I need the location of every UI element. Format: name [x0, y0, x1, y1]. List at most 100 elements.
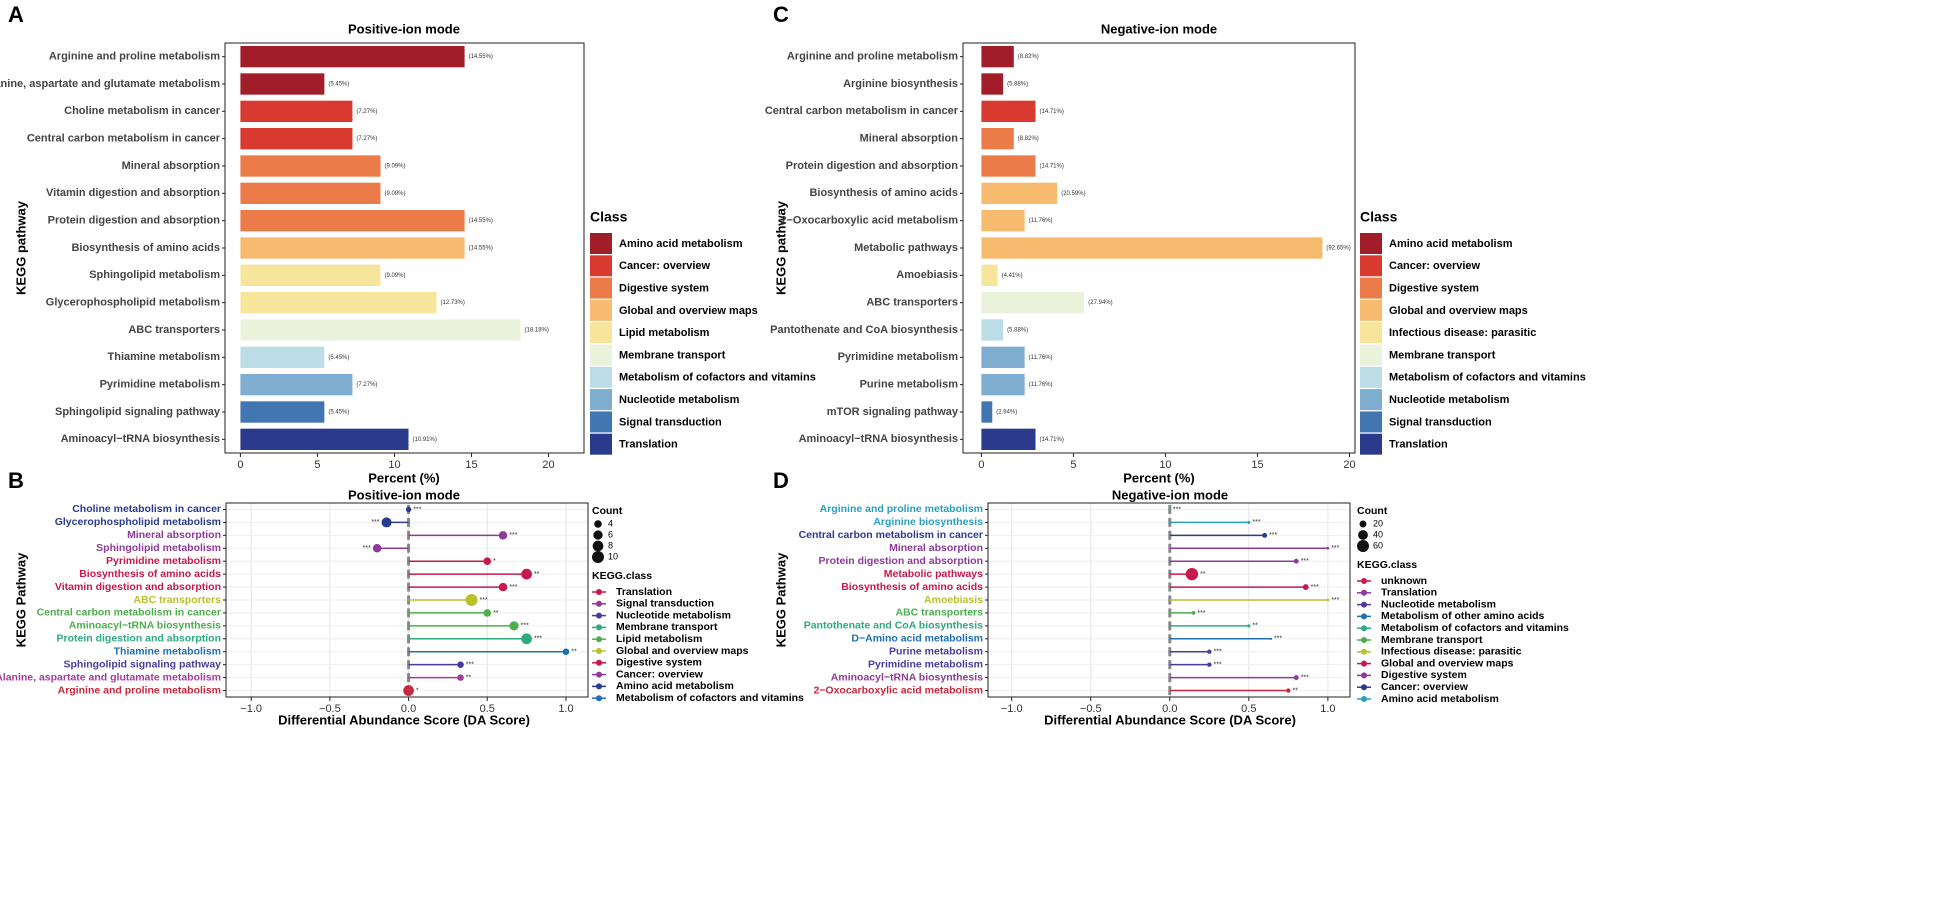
legend-dot [1361, 589, 1367, 596]
dot [1185, 567, 1199, 581]
significance: * [493, 558, 496, 565]
legend-swatch [590, 255, 612, 277]
legend-label: Membrane transport [1381, 634, 1483, 646]
significance: *** [1214, 649, 1222, 656]
bar [981, 128, 1014, 150]
x-tick-label: 1.0 [1320, 703, 1335, 715]
legend-dot [1361, 648, 1367, 655]
size-legend-dot [592, 551, 604, 563]
value-label: (7.27%) [356, 136, 377, 142]
dot [381, 517, 392, 528]
dot [1293, 558, 1299, 564]
significance: *** [1301, 674, 1309, 681]
significance: *** [1301, 558, 1309, 565]
x-tick-label: 0 [237, 459, 243, 471]
size-legend-dot [593, 530, 603, 540]
value-label: (18.18%) [525, 328, 549, 334]
chart-title: Negative-ion mode [1101, 21, 1217, 36]
size-legend-title: Count [1357, 505, 1388, 517]
legend-label: Cancer: overview [1381, 681, 1469, 693]
y-tick-label: Protein digestion and absorption [786, 160, 959, 172]
size-legend-title: Count [592, 505, 623, 517]
size-legend-label: 20 [1373, 518, 1383, 528]
y-tick-label: Sphingolipid metabolism [96, 542, 221, 554]
bar-annotation: (92.65%) [1326, 246, 1350, 252]
value-label: (14.55%) [469, 218, 493, 224]
bar [240, 374, 353, 396]
y-tick-label: 2−Oxocarboxylic acid metabolism [813, 684, 983, 696]
y-tick-label: ABC transporters [866, 297, 958, 309]
legend-dot [1361, 625, 1367, 632]
dot [509, 621, 519, 631]
legend-dot [596, 695, 602, 702]
value-label: (10.91%) [413, 437, 437, 443]
bar-annotation: (11.76%) [1029, 218, 1053, 224]
legend-dot [1361, 613, 1367, 620]
significance: *** [509, 532, 517, 539]
legend-label: Digestive system [1389, 283, 1479, 295]
dot [403, 685, 414, 696]
legend-label: Lipid metabolism [619, 327, 710, 339]
dot [483, 557, 492, 565]
significance: ** [1293, 687, 1299, 694]
panel-letter: B [8, 468, 24, 493]
y-tick-label: Arginine biosynthesis [843, 78, 958, 90]
significance: ** [466, 674, 472, 681]
y-tick-label: Central carbon metabolism in cancer [799, 529, 983, 541]
bar [240, 155, 381, 177]
legend-swatch [590, 411, 612, 433]
dot [1326, 546, 1330, 550]
significance: * [416, 687, 419, 694]
y-tick-label: Aminoacyl−tRNA biosynthesis [799, 433, 958, 445]
legend-label: Cancer: overview [1389, 260, 1481, 272]
y-tick-label: Biosynthesis of amino acids [71, 242, 220, 254]
legend-label: Signal transduction [1389, 416, 1492, 428]
bar-annotation: (2.94%) [996, 410, 1017, 416]
legend-label: Cancer: overview [616, 668, 704, 680]
size-legend-dot [1357, 540, 1369, 552]
bar [240, 346, 325, 368]
value-label: (7.27%) [356, 109, 377, 115]
size-legend-label: 60 [1373, 540, 1383, 550]
value-label: (9.09%) [384, 164, 405, 170]
legend-label: unknown [1381, 575, 1427, 587]
dot [457, 661, 464, 668]
y-tick-label: Pantothenate and CoA biosynthesis [804, 620, 983, 632]
y-tick-label: ABC transporters [133, 594, 221, 606]
y-tick-label: Mineral absorption [127, 529, 221, 541]
x-tick-label: −0.5 [1080, 703, 1102, 715]
legend-swatch [1360, 411, 1382, 433]
significance: *** [363, 545, 371, 552]
significance: *** [413, 506, 421, 513]
value-label: (5.45%) [328, 82, 349, 88]
x-tick-label: 10 [1159, 459, 1171, 471]
y-tick-label: Protein digestion and absorption [56, 633, 221, 645]
legend-swatch [1360, 366, 1382, 388]
bar-annotation: (8.82%) [1018, 54, 1039, 60]
x-tick-label: 0.5 [1241, 703, 1256, 715]
significance: *** [1197, 610, 1205, 617]
y-tick-label: Glycerophospholipid metabolism [46, 297, 220, 309]
y-tick-label: Arginine and proline metabolism [58, 684, 221, 696]
y-axis-label: KEGG Pathway [13, 552, 28, 647]
y-tick-label: Thiamine metabolism [114, 646, 221, 658]
value-label: (5.45%) [328, 410, 349, 416]
significance: ** [534, 571, 540, 578]
size-legend-label: 8 [608, 540, 613, 550]
x-axis-label: Percent (%) [368, 470, 440, 485]
bar [981, 210, 1025, 232]
x-tick-label: 0.0 [401, 703, 416, 715]
dot [1302, 584, 1309, 590]
y-tick-label: D−Amino acid metabolism [851, 633, 983, 645]
dot [1269, 637, 1273, 640]
panel-letter: C [773, 2, 789, 27]
y-tick-label: Choline metabolism in cancer [72, 503, 221, 515]
significance: *** [1269, 532, 1277, 539]
legend-title: Class [590, 209, 628, 225]
legend-dot [596, 671, 602, 678]
dot [1207, 662, 1212, 667]
legend-dot [1361, 672, 1367, 679]
x-axis-label: Differential Abundance Score (DA Score) [1044, 712, 1296, 727]
significance: *** [480, 597, 488, 604]
legend-swatch [590, 344, 612, 366]
